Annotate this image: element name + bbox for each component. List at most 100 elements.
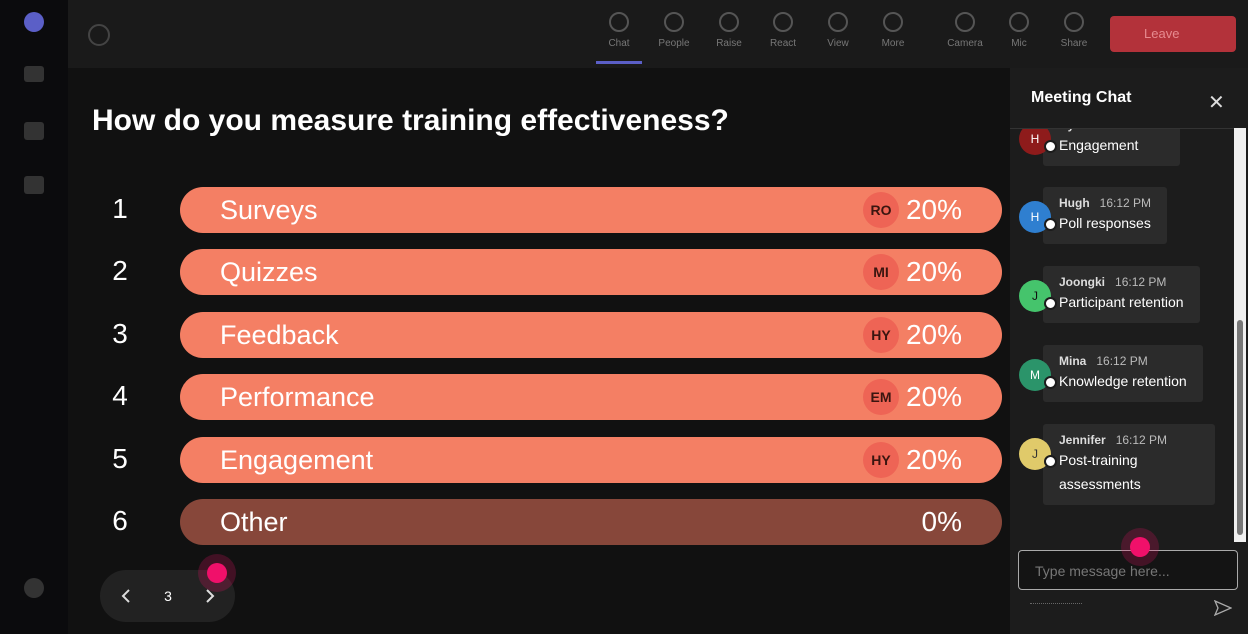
avatar-initial: J [1032,289,1038,303]
chat-message: Hugh 16:12 PM Poll responses [1043,187,1168,244]
toolbar-label: Raise [716,38,742,49]
option-label: Engagement [220,444,374,475]
sender-name: Hugh [1059,196,1090,210]
avatar-initial: H [1030,210,1040,224]
chat-title: Meeting Chat [1031,89,1132,106]
prev-button[interactable] [118,588,134,604]
toolbar-button[interactable]: More [868,12,918,49]
rail-icon[interactable] [24,66,44,82]
message-time: 16:12 PM [1112,129,1163,132]
avatar: J [1019,438,1057,470]
voter-avatar: RO [863,192,899,228]
option-label: Quizzes [220,257,318,288]
presence-dot [1044,297,1057,310]
presence-dot [1044,218,1057,231]
toolbar-icon [828,12,848,32]
option-label: Other [220,507,288,537]
rail-icon[interactable] [24,176,44,194]
toolbar-button[interactable]: React [758,12,808,49]
message-text: Knowledge retention [1059,373,1187,389]
message-time: 16:12 PM [1099,196,1152,210]
toolbar-button[interactable]: Share [1049,12,1099,49]
option-label: Performance [220,382,375,413]
option-number: 3 [112,317,128,349]
option-number: 1 [112,193,128,224]
option-percent: 20% [905,318,962,350]
toolbar-icon [664,12,684,32]
toolbar-label: React [769,38,797,49]
message-time: 16:12 PM [1096,354,1148,368]
voter-avatar: MI [863,254,899,291]
format-icons[interactable] [1030,603,1082,612]
chat-message: Joongki 16:12 PM Participant retention [1043,266,1200,323]
message-time: 16:12 PM [1115,275,1167,289]
avatar: H [1019,201,1057,233]
option-label: Feedback [220,319,339,350]
chat-message: Hyesoo 16:12 PM Engagement [1043,129,1180,166]
toolbar-label: Share [1060,38,1088,49]
toolbar-label: Chat [608,38,630,49]
message-header: Jennifer 16:12 PM [1059,433,1199,447]
option-label: Surveys [220,195,318,225]
sender-name: Hyesoo [1059,129,1102,132]
close-button[interactable]: ✕ [1208,92,1225,114]
toolbar-icon [883,12,903,32]
next-button[interactable] [202,588,218,604]
option-number: 2 [112,255,128,287]
option-bar[interactable]: Quizzes MI 20% [180,249,1002,296]
toolbar-icon [955,12,975,32]
voter-avatar: EM [863,379,899,416]
presence-dot [1044,455,1057,468]
toolbar-icon [773,12,793,32]
option-number: 6 [112,505,128,536]
presence-dot [1044,140,1057,153]
option-bar[interactable]: Engagement HY 20% [180,436,1002,483]
toolbar-button[interactable]: Camera [940,12,990,49]
toolbar-button[interactable]: Mic [994,12,1044,49]
toolbar-label: People [658,38,690,49]
toolbar-button[interactable]: View [813,12,863,49]
option-bar[interactable]: Performance EM 20% [180,374,1002,421]
cursor-indicator [1130,537,1150,557]
toolbar-button[interactable]: People [649,12,699,49]
chat-message: Jennifer 16:12 PM Post-training assessment… [1043,424,1215,505]
message-text: Engagement [1059,137,1139,153]
rail-icon[interactable] [24,12,44,32]
toolbar-label: View [827,38,849,49]
avatar-initial: J [1032,447,1038,461]
toolbar [68,0,1248,68]
option-number: 4 [112,380,128,412]
avatar-initial: H [1030,132,1040,146]
message-list: Hyesoo 16:12 PM Engagement H Hugh 16:12 PM Pol… [1010,128,1234,543]
rail-icon[interactable] [24,578,44,598]
toolbar-label: Mic [1011,38,1027,49]
scroll-thumb[interactable] [1237,320,1243,535]
sender-name: Jennifer [1059,433,1106,447]
toolbar-label: Camera [947,38,983,49]
option-percent: 20% [905,194,962,225]
avatar: H [1019,129,1057,155]
toolbar-icon [609,12,629,32]
send-button[interactable] [1214,600,1232,616]
toolbar-button[interactable]: Chat [594,12,644,49]
message-time: 16:12 PM [1115,433,1168,447]
leave-button[interactable]: Leave [1110,16,1236,52]
chat-message: Mina 16:12 PM Knowledge retention [1043,345,1203,402]
shield-icon [88,24,110,46]
app-rail [0,0,68,634]
option-bar[interactable]: Feedback HY 20% [180,311,1002,358]
toolbar-button[interactable]: Raise [704,12,754,49]
option-percent: 0% [921,506,962,537]
option-percent: 20% [905,443,962,475]
option-bar[interactable]: Other 0% [180,499,1002,545]
message-header: Hyesoo 16:12 PM [1059,129,1164,132]
option-number: 5 [112,442,128,474]
rail-icon[interactable] [24,122,44,140]
toolbar-icon [719,12,739,32]
avatar: J [1019,280,1057,312]
voter-avatar: HY [863,441,899,478]
option-bar[interactable]: Surveys RO 20% [180,187,1002,233]
message-header: Mina 16:12 PM [1059,354,1187,368]
message-input[interactable]: Type message here... [1018,550,1238,590]
